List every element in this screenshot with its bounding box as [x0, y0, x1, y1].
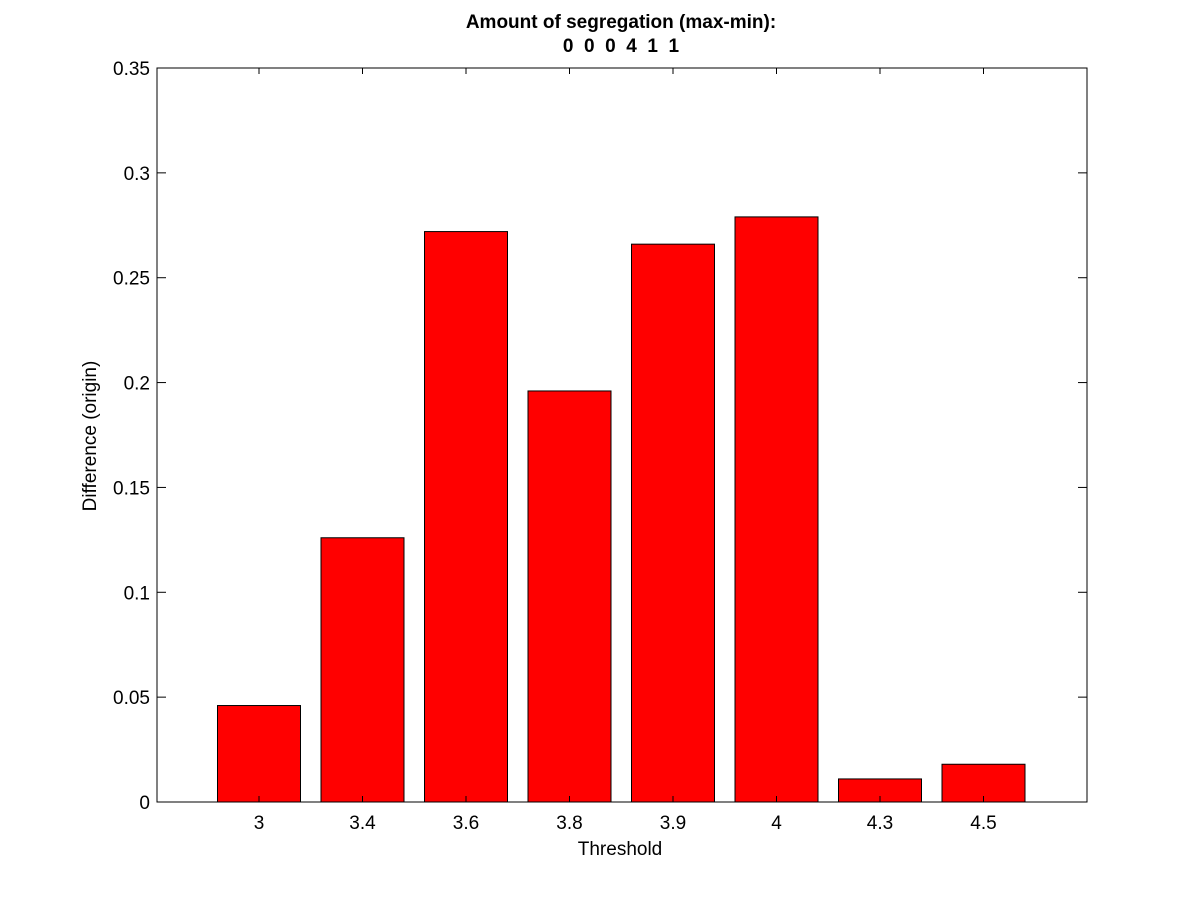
- y-tick-label: 0.1: [124, 583, 150, 604]
- x-axis-label: Threshold: [578, 839, 663, 860]
- bar-3.9: [631, 243, 715, 803]
- y-tick-label: 0.3: [124, 164, 150, 185]
- y-tick-label: 0.25: [113, 269, 150, 290]
- bar-4: [734, 216, 819, 803]
- y-axis-label: Difference (origin): [80, 361, 101, 512]
- y-tick-labels: 0 0.05 0.1 0.15 0.2 0.25 0.3 0.35: [113, 59, 150, 814]
- bar-3: [217, 705, 301, 803]
- x-tick-label: 3.8: [556, 813, 582, 834]
- y-tick-label: 0: [139, 793, 150, 814]
- x-tick-label: 4: [771, 813, 782, 834]
- bars-group: [217, 216, 1026, 803]
- bar-4.5: [941, 763, 1026, 803]
- chart-subtitle: 0 0 0 4 1 1: [563, 36, 680, 57]
- y-tick-label: 0.35: [113, 59, 150, 80]
- x-tick-label: 3.4: [349, 813, 376, 834]
- x-tick-label: 4.3: [867, 813, 893, 834]
- bar-3.4: [320, 537, 405, 803]
- bar-3.6: [424, 231, 508, 803]
- y-tick-label: 0.05: [113, 688, 150, 709]
- plot-frame: [156, 67, 1088, 803]
- x-tick-label: 4.5: [970, 813, 996, 834]
- y-tick-label: 0.15: [113, 478, 150, 499]
- chart-title: Amount of segregation (max-min):: [466, 12, 776, 33]
- x-tick-label: 3: [254, 813, 265, 834]
- y-tick-label: 0.2: [124, 374, 150, 395]
- bar-3.8: [527, 390, 612, 803]
- x-tick-label: 3.9: [660, 813, 686, 834]
- x-tick-label: 3.6: [453, 813, 479, 834]
- x-tick-labels: 3 3.4 3.6 3.8 3.9 4 4.3 4.5: [254, 813, 997, 834]
- plot-area: [157, 68, 1087, 802]
